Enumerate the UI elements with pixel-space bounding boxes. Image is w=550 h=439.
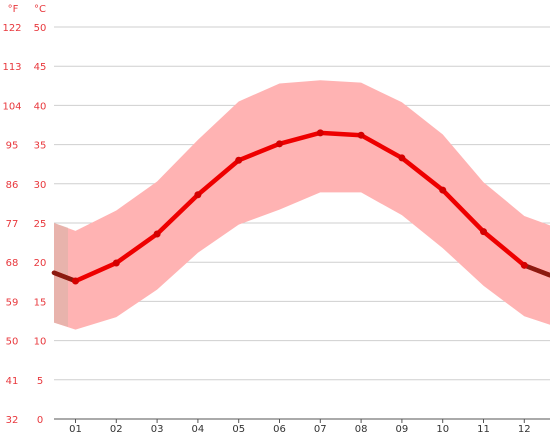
y-tick-celsius: 50 — [34, 23, 47, 34]
x-tick-label: 09 — [396, 424, 409, 435]
data-point — [72, 277, 79, 285]
data-point — [520, 261, 528, 269]
y-tick-celsius: 20 — [34, 258, 47, 269]
y-tick-celsius: 0 — [37, 415, 43, 426]
x-tick-label: 03 — [151, 424, 164, 435]
y-tick-celsius: 40 — [34, 101, 47, 112]
data-point — [235, 156, 243, 164]
y-tick-celsius: 45 — [34, 62, 47, 73]
data-point — [276, 140, 283, 148]
y-tick-celsius: 35 — [34, 141, 47, 152]
x-tick-label: 11 — [477, 424, 490, 435]
average-temperature-points — [72, 129, 528, 285]
y-tick-fahrenheit: 95 — [6, 141, 19, 152]
x-tick-label: 12 — [518, 424, 531, 435]
y-tick-fahrenheit: 41 — [6, 376, 19, 387]
y-tick-celsius: 10 — [34, 337, 47, 348]
x-tick-label: 06 — [273, 424, 286, 435]
data-point — [316, 129, 324, 137]
x-tick-label: 01 — [69, 424, 82, 435]
celsius-unit-label: °C — [34, 4, 46, 15]
data-point — [480, 228, 487, 236]
average-line-path — [51, 130, 550, 284]
x-tick-label: 08 — [355, 424, 368, 435]
data-point — [439, 186, 447, 194]
data-point — [153, 230, 161, 238]
y-tick-fahrenheit: 77 — [6, 219, 19, 230]
y-tick-fahrenheit: 68 — [6, 258, 19, 269]
x-tick-label: 02 — [110, 424, 123, 435]
x-axis-ticks: 01 02 03 04 05 06 07 08 09 10 11 12 — [69, 419, 531, 435]
data-point — [194, 191, 202, 199]
line-edge-segment-right — [522, 263, 550, 278]
line-edge-segment-left — [51, 270, 78, 284]
data-point — [357, 131, 365, 139]
y-tick-fahrenheit: 86 — [6, 180, 19, 191]
y-axis-ticks: 0 32 5 41 10 50 15 59 20 68 25 77 30 86 35 95 40 104 45 113… — [2, 23, 46, 426]
x-tick-label: 07 — [314, 424, 327, 435]
y-tick-fahrenheit: 50 — [6, 337, 19, 348]
x-tick-label: 10 — [436, 424, 449, 435]
y-tick-celsius: 5 — [37, 376, 43, 387]
y-tick-celsius: 25 — [34, 219, 47, 230]
y-tick-celsius: 15 — [34, 297, 47, 308]
data-point — [398, 154, 406, 162]
x-tick-label: 04 — [192, 424, 205, 435]
y-tick-fahrenheit: 32 — [6, 415, 19, 426]
fahrenheit-unit-label: °F — [8, 4, 19, 15]
x-tick-label: 05 — [232, 424, 245, 435]
temperature-band-area — [54, 80, 550, 330]
data-point — [112, 259, 120, 267]
temperature-range-band — [54, 80, 550, 330]
y-tick-celsius: 30 — [34, 180, 47, 191]
y-tick-fahrenheit: 113 — [2, 62, 21, 73]
average-temperature-line — [51, 130, 550, 284]
y-tick-fahrenheit: 59 — [6, 297, 19, 308]
y-tick-fahrenheit: 104 — [2, 101, 21, 112]
y-tick-fahrenheit: 122 — [2, 23, 21, 34]
